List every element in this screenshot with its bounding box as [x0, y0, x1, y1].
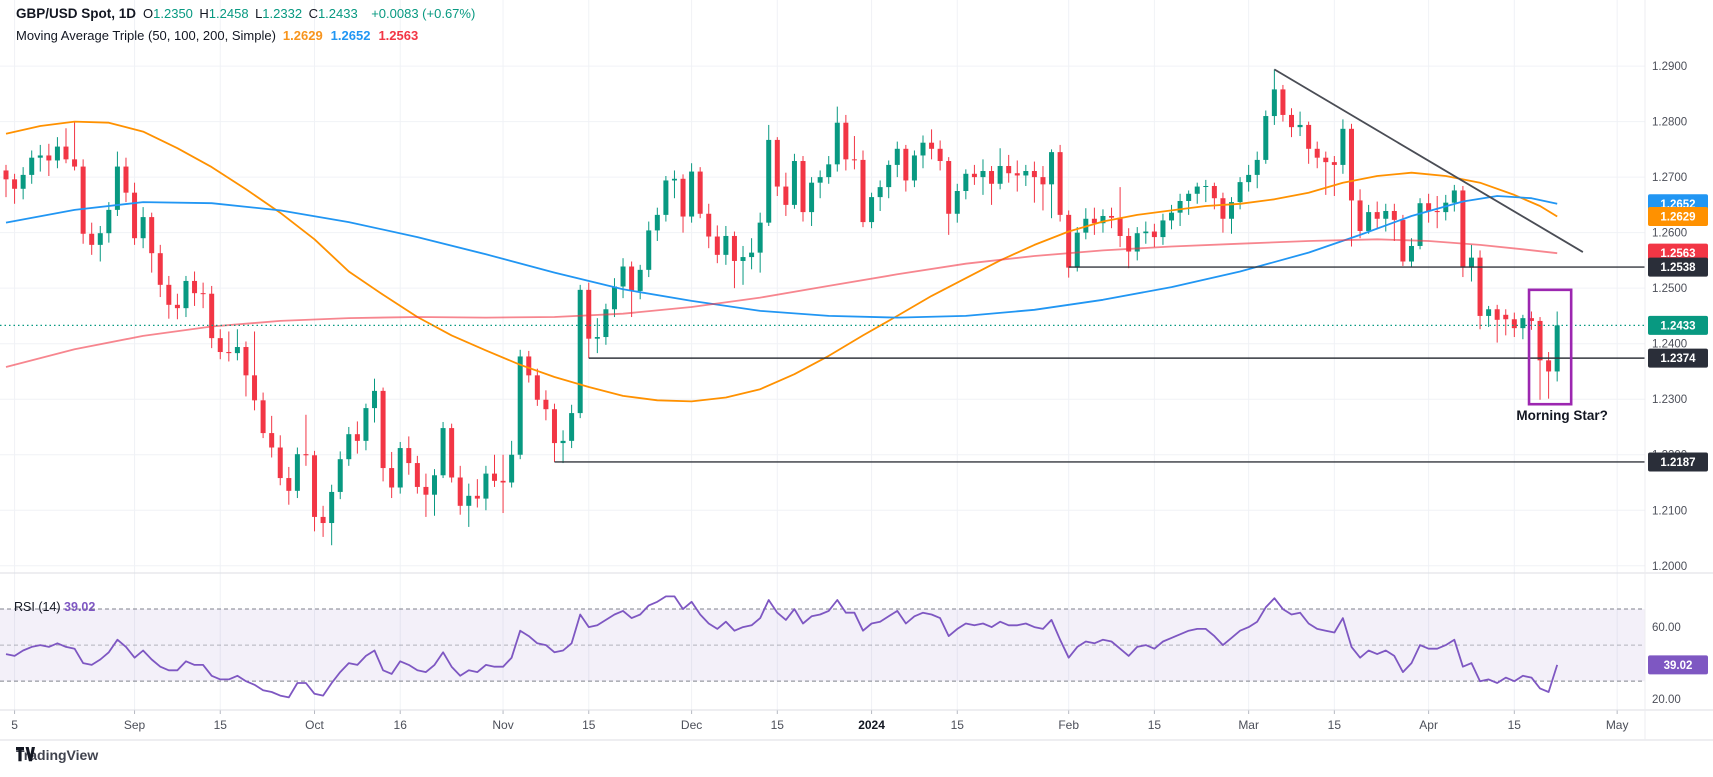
price-badge	[1648, 315, 1708, 335]
price-axis-tick: 1.2600	[1652, 228, 1687, 240]
indicator-title[interactable]: Moving Average Triple (50, 100, 200, Sim…	[16, 28, 276, 43]
price-badge-label: 1.2629	[1660, 212, 1695, 224]
descending-trendline[interactable]	[1273, 68, 1584, 253]
price-badge-label: 1.2374	[1660, 353, 1696, 365]
drawings-layer[interactable]: Morning Star?	[0, 68, 1645, 463]
time-axis-label: 15	[1148, 718, 1162, 732]
time-axis-label: 5	[11, 718, 18, 732]
price-badge-label: 1.2433	[1660, 320, 1695, 332]
time-axis-label: May	[1606, 718, 1629, 732]
time-axis-label: Mar	[1238, 718, 1259, 732]
moving-averages-layer	[5, 120, 1558, 403]
symbol-title[interactable]: GBP/USD Spot, 1D	[16, 6, 137, 21]
rsi-indicator-label[interactable]: RSI (14) 39.02	[14, 600, 95, 614]
rsi-band-layer	[0, 608, 1645, 682]
time-axis-label: 2024	[858, 718, 885, 732]
price-axis-tick: 1.2000	[1652, 561, 1687, 573]
indicator-row: Moving Average Triple (50, 100, 200, Sim…	[16, 27, 475, 48]
time-axis-label: Apr	[1419, 718, 1438, 732]
rsi-line	[5, 595, 1559, 699]
tradingview-logo-text: TradingView	[16, 747, 99, 763]
ma-line	[5, 195, 1558, 319]
rsi-axis-tick: 60.00	[1652, 622, 1681, 634]
price-axis-tick: 1.2400	[1652, 339, 1687, 351]
time-axis-label: 15	[214, 718, 228, 732]
time-axis-label: 16	[394, 718, 408, 732]
tradingview-logo-icon	[16, 747, 35, 762]
ohlc-value: 1.2433	[317, 6, 365, 21]
legend: GBP/USD Spot, 1D O1.2350 H1.2458 L1.2332…	[16, 6, 475, 48]
rsi-axis-tick: 20.00	[1652, 694, 1681, 706]
time-axis-label: 15	[951, 718, 965, 732]
ma-line	[5, 238, 1558, 368]
time-axis-label: 15	[1508, 718, 1522, 732]
time-axis-label: 15	[771, 718, 785, 732]
time-axis-label: Sep	[124, 718, 146, 732]
time-axis-label: Dec	[681, 718, 702, 732]
price-badge-label: 39.02	[1664, 660, 1693, 672]
ma-value: 1.2629	[282, 28, 323, 43]
price-axis-tick: 1.2800	[1652, 117, 1687, 129]
time-axis-label: 15	[1328, 718, 1342, 732]
price-badge	[1648, 348, 1708, 368]
price-axis-tick: 1.2900	[1652, 61, 1687, 73]
price-badge	[1648, 207, 1708, 227]
ohlc-key: L	[255, 6, 263, 21]
price-badge	[1648, 655, 1708, 675]
ohlc-key: C	[308, 6, 318, 21]
ma-value: 1.2652	[330, 28, 371, 43]
morning-star-annotation[interactable]: Morning Star?	[1516, 408, 1608, 423]
ma-line	[5, 120, 1558, 403]
price-axis-tick: 1.2300	[1652, 394, 1687, 406]
rsi-params: (14)	[38, 600, 61, 614]
rsi-name: RSI	[14, 600, 35, 614]
price-badge	[1648, 257, 1708, 277]
time-axis-label: Nov	[492, 718, 513, 732]
ohlc-value: 1.2458	[208, 6, 256, 21]
price-badge-label: 1.2187	[1660, 457, 1695, 469]
price-badge	[1648, 452, 1708, 472]
candles-layer	[3, 69, 1560, 546]
time-axis-label: 15	[582, 718, 596, 732]
ohlc-values: O1.2350 H1.2458 L1.2332 C1.2433	[143, 6, 364, 21]
morning-star-highlight-box[interactable]	[1527, 288, 1573, 406]
price-axis-tick: 1.2100	[1652, 505, 1687, 517]
time-axis-label: Feb	[1058, 718, 1079, 732]
ohlc-value: 1.2332	[262, 6, 309, 21]
indicator-values: 1.2629 1.2652 1.2563	[283, 27, 426, 45]
price-badge-label: 1.2538	[1660, 262, 1696, 274]
rsi-line-layer	[5, 595, 1559, 699]
ma-value: 1.2563	[378, 28, 419, 43]
symbol-row: GBP/USD Spot, 1D O1.2350 H1.2458 L1.2332…	[16, 6, 475, 27]
ohlc-value: 1.2350	[153, 6, 200, 21]
price-badge-label: 1.2563	[1660, 248, 1695, 260]
axes-layer[interactable]: 1.2900 1.2800 1.2700 1.2600 1.2500 1.2400 1.23…	[0, 0, 1713, 741]
tradingview-logo[interactable]: TradingView	[16, 747, 98, 763]
price-axis-tick: 1.2500	[1652, 283, 1687, 295]
ohlc-key: O	[143, 6, 154, 21]
time-axis-label: Oct	[305, 718, 324, 732]
change-value: +0.0083 (+0.67%)	[371, 6, 476, 21]
price-axis-tick: 1.2700	[1652, 172, 1687, 184]
rsi-value: 39.02	[64, 600, 96, 614]
ohlc-key: H	[199, 6, 209, 21]
